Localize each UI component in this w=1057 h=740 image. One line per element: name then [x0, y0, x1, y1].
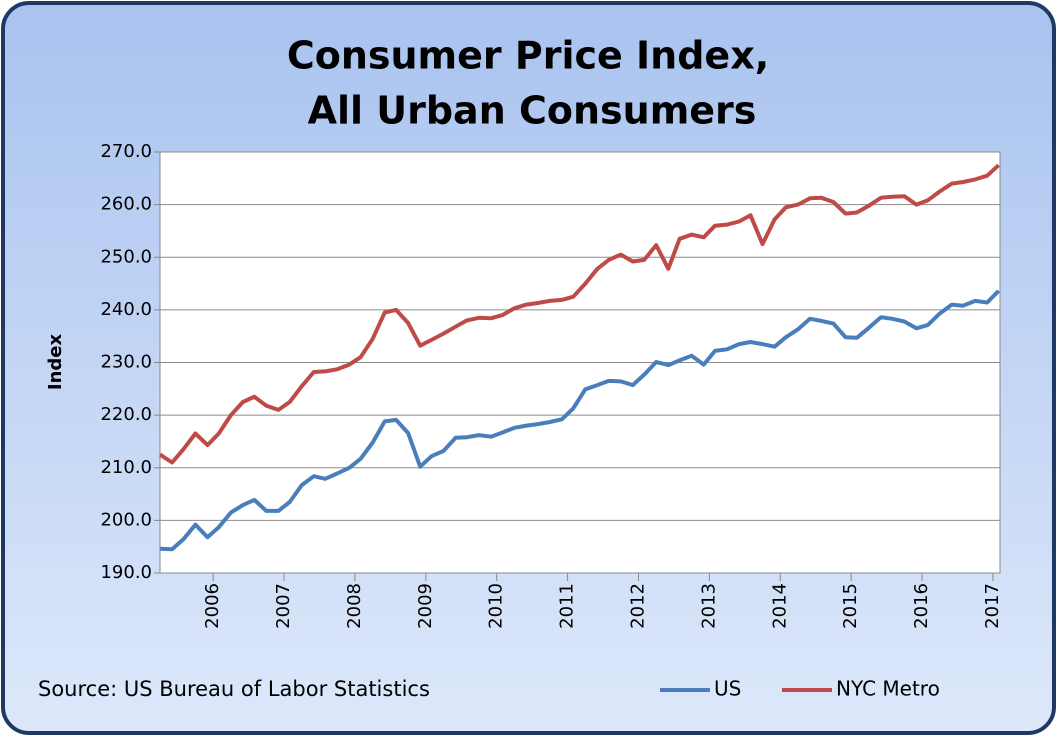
x-tick-label: 2006	[202, 583, 223, 629]
legend-label: US	[714, 677, 741, 701]
y-tick-label: 220.0	[100, 404, 152, 425]
legend-label: NYC Metro	[836, 677, 940, 701]
x-tick-label: 2013	[698, 583, 719, 629]
x-tick-label: 2010	[486, 583, 507, 629]
x-tick-label: 2012	[627, 583, 648, 629]
series-line	[158, 163, 1000, 465]
legend-item: NYC Metro	[782, 677, 940, 701]
y-tick-label: 210.0	[100, 457, 152, 478]
series-line	[159, 289, 1001, 552]
y-tick-label: 270.0	[100, 141, 152, 162]
x-tick-label: 2017	[982, 583, 1003, 629]
y-tick-label: 200.0	[100, 509, 152, 530]
y-tick-label: 250.0	[100, 246, 152, 267]
y-axis-label: Index	[45, 334, 66, 391]
y-tick-label: 260.0	[100, 194, 152, 215]
x-tick-label: 2009	[415, 583, 436, 629]
x-tick-label: 2014	[769, 583, 790, 629]
source-note: Source: US Bureau of Labor Statistics	[38, 677, 430, 701]
x-tick-label: 2015	[840, 583, 861, 629]
x-tick-label: 2016	[911, 583, 932, 629]
x-tick-label: 2007	[273, 583, 294, 629]
x-tick-label: 2008	[344, 583, 365, 629]
plot: 190.0 200.0 210.0 220.0 230.0 240.0 250.0 260.0…	[100, 141, 1002, 629]
y-tick-label: 190.0	[100, 562, 152, 583]
x-tick-label: 2011	[557, 583, 578, 629]
chart-title: Consumer Price Index,	[287, 34, 769, 78]
y-tick-label: 240.0	[100, 299, 152, 320]
legend-item: US	[660, 677, 741, 701]
chart-title: All Urban Consumers	[308, 89, 757, 133]
y-tick-label: 230.0	[100, 352, 152, 373]
